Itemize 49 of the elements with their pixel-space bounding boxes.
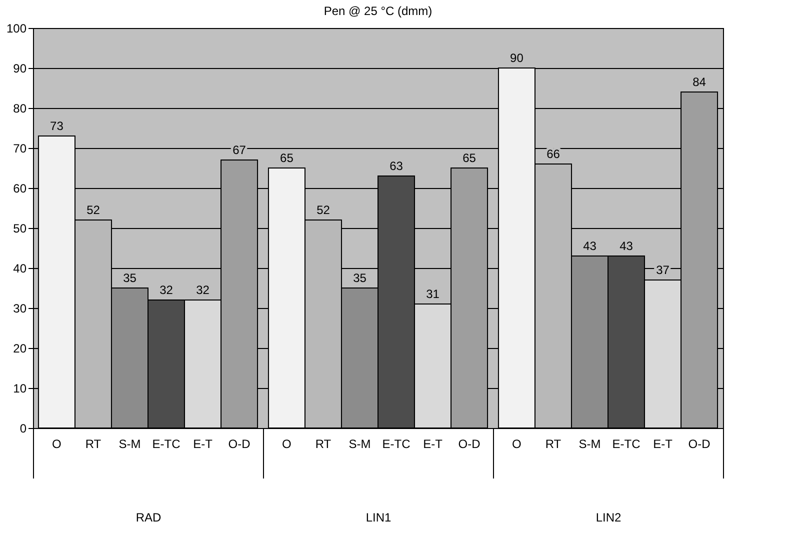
y-tick-label: 0 bbox=[20, 422, 27, 436]
data-label: 84 bbox=[692, 75, 706, 89]
chart-title: Pen @ 25 °C (dmm) bbox=[324, 4, 432, 18]
data-label: 73 bbox=[50, 119, 64, 133]
y-tick-label: 90 bbox=[13, 62, 27, 76]
text: O-D bbox=[458, 437, 480, 451]
data-label: 66 bbox=[546, 147, 560, 161]
series-label: O-D bbox=[228, 437, 251, 451]
data-label: 63 bbox=[390, 159, 404, 173]
x-tick-label: LIN2 bbox=[596, 510, 622, 524]
series-label: RT bbox=[85, 437, 102, 451]
y-tick-label: 80 bbox=[13, 102, 27, 116]
y-tick-label: 10 bbox=[13, 382, 27, 396]
text: E-TC bbox=[612, 437, 640, 451]
data-label: 32 bbox=[196, 283, 210, 297]
data-label: 90 bbox=[510, 51, 524, 65]
text: E-T bbox=[653, 437, 672, 451]
data-label: 35 bbox=[353, 271, 367, 285]
y-tick-label: 20 bbox=[13, 342, 27, 356]
text: RT bbox=[315, 437, 332, 451]
data-label: 52 bbox=[86, 203, 100, 217]
x-tick-label: RAD bbox=[136, 510, 162, 524]
text: S-M bbox=[578, 437, 601, 451]
y-tick-label: 40 bbox=[13, 262, 27, 276]
data-label: 43 bbox=[583, 239, 597, 253]
data-label: 32 bbox=[160, 283, 174, 297]
y-tick-label: 30 bbox=[13, 302, 27, 316]
series-label: S-M bbox=[118, 437, 141, 451]
y-tick-label: 100 bbox=[6, 22, 27, 36]
series-label: E-TC bbox=[152, 437, 181, 451]
text: RT bbox=[545, 437, 562, 451]
data-label: 31 bbox=[426, 287, 440, 301]
data-label: 65 bbox=[280, 151, 294, 165]
data-label: 43 bbox=[620, 239, 634, 253]
y-tick-label: 70 bbox=[13, 142, 27, 156]
text: O bbox=[282, 437, 292, 451]
data-label: 52 bbox=[316, 203, 330, 217]
text: S-M bbox=[348, 437, 371, 451]
text: O-D bbox=[688, 437, 710, 451]
text: E-TC bbox=[382, 437, 410, 451]
text: O bbox=[512, 437, 522, 451]
x-tick-label: LIN1 bbox=[366, 510, 392, 524]
data-label: 65 bbox=[462, 151, 476, 165]
series-label: E-T bbox=[193, 437, 214, 451]
text: E-T bbox=[423, 437, 442, 451]
y-tick-label: 60 bbox=[13, 182, 27, 196]
data-label: 35 bbox=[123, 271, 137, 285]
y-tick-label: 50 bbox=[13, 222, 27, 236]
series-label: O bbox=[52, 437, 62, 451]
